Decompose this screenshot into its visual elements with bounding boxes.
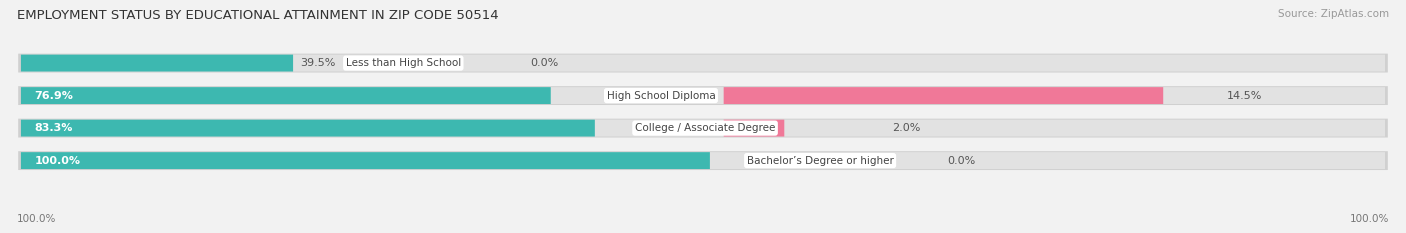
FancyBboxPatch shape bbox=[724, 87, 1163, 104]
FancyBboxPatch shape bbox=[21, 120, 595, 137]
Text: 0.0%: 0.0% bbox=[946, 156, 976, 166]
Text: EMPLOYMENT STATUS BY EDUCATIONAL ATTAINMENT IN ZIP CODE 50514: EMPLOYMENT STATUS BY EDUCATIONAL ATTAINM… bbox=[17, 9, 499, 22]
FancyBboxPatch shape bbox=[21, 55, 292, 72]
FancyBboxPatch shape bbox=[21, 87, 551, 104]
Text: 83.3%: 83.3% bbox=[35, 123, 73, 133]
Text: 100.0%: 100.0% bbox=[17, 214, 56, 224]
FancyBboxPatch shape bbox=[18, 119, 1388, 137]
Text: 100.0%: 100.0% bbox=[1350, 214, 1389, 224]
Text: 14.5%: 14.5% bbox=[1227, 91, 1263, 101]
Text: College / Associate Degree: College / Associate Degree bbox=[636, 123, 775, 133]
Text: 0.0%: 0.0% bbox=[530, 58, 558, 68]
FancyBboxPatch shape bbox=[18, 86, 1388, 105]
FancyBboxPatch shape bbox=[21, 152, 1385, 169]
FancyBboxPatch shape bbox=[724, 120, 785, 137]
Text: 100.0%: 100.0% bbox=[35, 156, 80, 166]
Text: Less than High School: Less than High School bbox=[346, 58, 461, 68]
FancyBboxPatch shape bbox=[18, 54, 1388, 72]
FancyBboxPatch shape bbox=[21, 152, 710, 169]
FancyBboxPatch shape bbox=[21, 87, 1385, 104]
FancyBboxPatch shape bbox=[21, 55, 1385, 72]
Text: High School Diploma: High School Diploma bbox=[606, 91, 716, 101]
Text: 39.5%: 39.5% bbox=[299, 58, 336, 68]
Text: Source: ZipAtlas.com: Source: ZipAtlas.com bbox=[1278, 9, 1389, 19]
Text: 76.9%: 76.9% bbox=[35, 91, 73, 101]
FancyBboxPatch shape bbox=[21, 120, 1385, 137]
Text: 2.0%: 2.0% bbox=[893, 123, 921, 133]
Text: Bachelor’s Degree or higher: Bachelor’s Degree or higher bbox=[747, 156, 894, 166]
FancyBboxPatch shape bbox=[18, 151, 1388, 170]
